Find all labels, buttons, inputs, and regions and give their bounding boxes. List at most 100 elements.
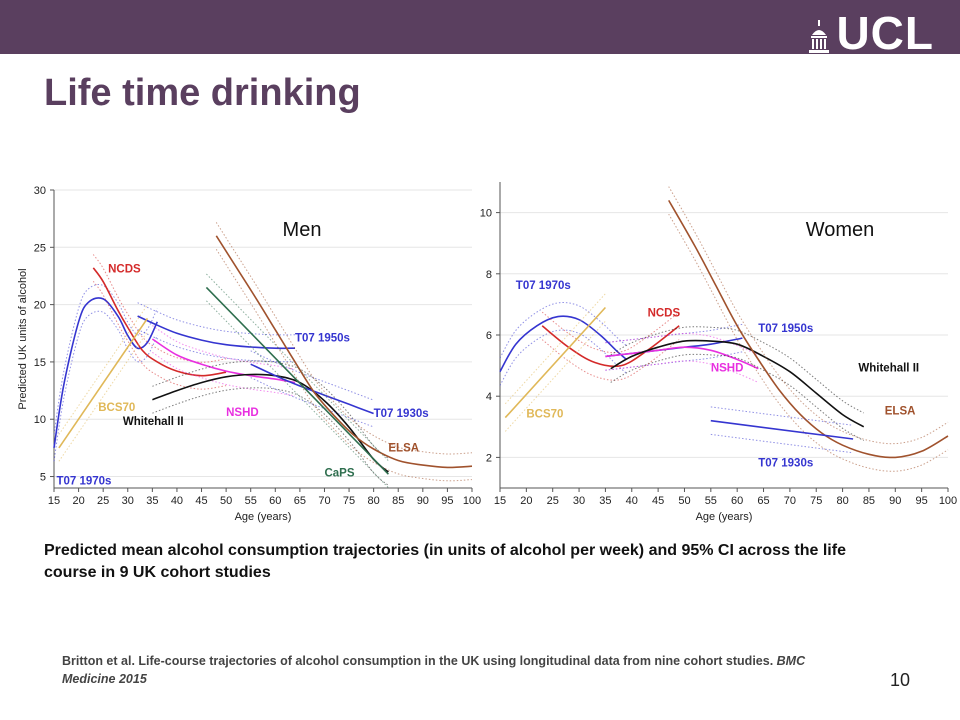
x-tick-label: 60 bbox=[269, 495, 281, 507]
series-line bbox=[215, 235, 473, 469]
ci-upper-line bbox=[605, 332, 759, 356]
x-tick-label: 80 bbox=[368, 495, 380, 507]
x-tick-label: 50 bbox=[678, 495, 690, 507]
series-nshd: NSHD bbox=[151, 325, 296, 419]
header-bar: UCL bbox=[0, 0, 960, 59]
x-tick-label: 45 bbox=[195, 495, 207, 507]
series-line bbox=[151, 338, 296, 384]
ci-upper-line bbox=[499, 301, 627, 359]
chart-panel-1: 5 10 15 20 25 30 15 20 25 30 35 40 45 50 55 60 65 70 75 80 8… bbox=[17, 185, 481, 523]
ci-upper-line bbox=[541, 311, 680, 354]
series-ncds: NCDS bbox=[541, 308, 681, 381]
series-label: CaPS bbox=[324, 468, 354, 480]
series-line bbox=[541, 325, 680, 368]
x-tick-label: 95 bbox=[916, 495, 928, 507]
series-label: Whitehall II bbox=[858, 363, 919, 375]
x-tick-label: 90 bbox=[889, 495, 901, 507]
series-label: NCDS bbox=[648, 308, 681, 320]
chart-title: Women bbox=[806, 219, 875, 241]
x-tick-label: 70 bbox=[784, 495, 796, 507]
series-t07-1950s: T07 1950s bbox=[137, 302, 350, 363]
logo-text: UCL bbox=[836, 7, 934, 59]
ci-upper-line bbox=[137, 302, 296, 336]
x-tick-label: 80 bbox=[836, 495, 848, 507]
series-line bbox=[137, 315, 296, 350]
y-tick-label: 4 bbox=[486, 391, 492, 403]
ci-lower-line bbox=[605, 360, 759, 383]
ci-lower-line bbox=[668, 213, 949, 472]
series-line bbox=[205, 286, 389, 475]
series-label: T07 1950s bbox=[295, 332, 350, 344]
x-tick-label: 75 bbox=[343, 495, 355, 507]
ci-upper-line bbox=[53, 284, 158, 435]
x-axis-label: Age (years) bbox=[235, 511, 292, 523]
ci-lower-line bbox=[58, 331, 148, 462]
ci-lower-line bbox=[499, 329, 627, 386]
ci-lower-line bbox=[152, 351, 296, 397]
y-tick-label: 10 bbox=[34, 414, 46, 426]
ucl-dome-icon bbox=[809, 20, 830, 53]
x-tick-label: 95 bbox=[441, 495, 453, 507]
series-t07-1950s: T07 1950s bbox=[605, 323, 813, 371]
ci-upper-line bbox=[710, 406, 854, 426]
reference-citation: Britton et al. Life-course trajectories … bbox=[62, 652, 862, 688]
reference-journal: BMC Medicine 2015 bbox=[62, 654, 806, 686]
x-tick-label: 55 bbox=[245, 495, 257, 507]
series-label: ELSA bbox=[885, 406, 916, 418]
x-tick-label: 45 bbox=[652, 495, 664, 507]
series-label: Whitehall II bbox=[123, 416, 184, 428]
x-tick-label: 85 bbox=[392, 495, 404, 507]
ci-upper-line bbox=[58, 304, 148, 435]
series-t07-1970s: T07 1970s bbox=[499, 280, 628, 386]
series-nshd: NSHD bbox=[605, 332, 759, 383]
series-label: NSHD bbox=[711, 363, 744, 375]
ucl-logo: UCL bbox=[808, 7, 934, 59]
charts-figure: 5 10 15 20 25 30 15 20 25 30 35 40 45 50 55 60 65 70 75 80 8… bbox=[17, 182, 957, 523]
series-line bbox=[610, 339, 865, 428]
x-tick-label: 15 bbox=[48, 495, 60, 507]
chart-title: Men bbox=[283, 219, 322, 241]
ci-lower-line bbox=[710, 433, 854, 454]
chart-panel-2: 2 4 6 8 10 15 20 25 30 35 40 45 50 55 60 65 70 75 80 85 90 95… bbox=[480, 182, 957, 523]
y-tick-label: 25 bbox=[34, 242, 46, 254]
y-tick-label: 10 bbox=[480, 208, 492, 220]
ci-upper-line bbox=[250, 350, 374, 401]
series-label: T07 1930s bbox=[758, 458, 813, 470]
series-line bbox=[710, 419, 854, 440]
ci-lower-line bbox=[250, 377, 374, 428]
series-whitehall-ii: Whitehall II bbox=[610, 326, 919, 442]
ci-upper-line bbox=[215, 222, 473, 455]
y-tick-label: 5 bbox=[40, 472, 46, 484]
series-label: BCS70 bbox=[526, 409, 563, 421]
x-tick-label: 100 bbox=[939, 495, 957, 507]
y-axis-label: Predicted UK units of alcohol bbox=[17, 268, 29, 409]
x-tick-label: 15 bbox=[494, 495, 506, 507]
x-tick-label: 65 bbox=[294, 495, 306, 507]
series-line bbox=[152, 373, 389, 473]
x-tick-label: 50 bbox=[220, 495, 232, 507]
x-tick-label: 65 bbox=[757, 495, 769, 507]
ci-upper-line bbox=[152, 325, 296, 370]
y-tick-label: 6 bbox=[486, 330, 492, 342]
y-tick-label: 30 bbox=[34, 185, 46, 197]
x-tick-label: 40 bbox=[171, 495, 183, 507]
y-tick-label: 15 bbox=[34, 357, 46, 369]
x-tick-label: 85 bbox=[863, 495, 875, 507]
series-label: ELSA bbox=[388, 442, 419, 454]
ci-lower-line bbox=[504, 320, 606, 432]
x-tick-label: 55 bbox=[705, 495, 717, 507]
x-tick-label: 40 bbox=[626, 495, 638, 507]
x-tick-label: 60 bbox=[731, 495, 743, 507]
ci-lower-line bbox=[605, 351, 743, 371]
series-line bbox=[668, 199, 949, 459]
ci-lower-line bbox=[53, 310, 158, 462]
series-label: NSHD bbox=[226, 407, 259, 419]
ci-upper-line bbox=[504, 293, 606, 405]
series-elsa: ELSA bbox=[215, 222, 473, 482]
series-bcs70: BCS70 bbox=[504, 293, 606, 432]
series-line bbox=[92, 267, 227, 377]
x-tick-label: 35 bbox=[146, 495, 158, 507]
series-label: T07 1970s bbox=[56, 476, 111, 488]
ci-upper-line bbox=[206, 273, 389, 462]
x-axis-label: Age (years) bbox=[696, 511, 753, 523]
